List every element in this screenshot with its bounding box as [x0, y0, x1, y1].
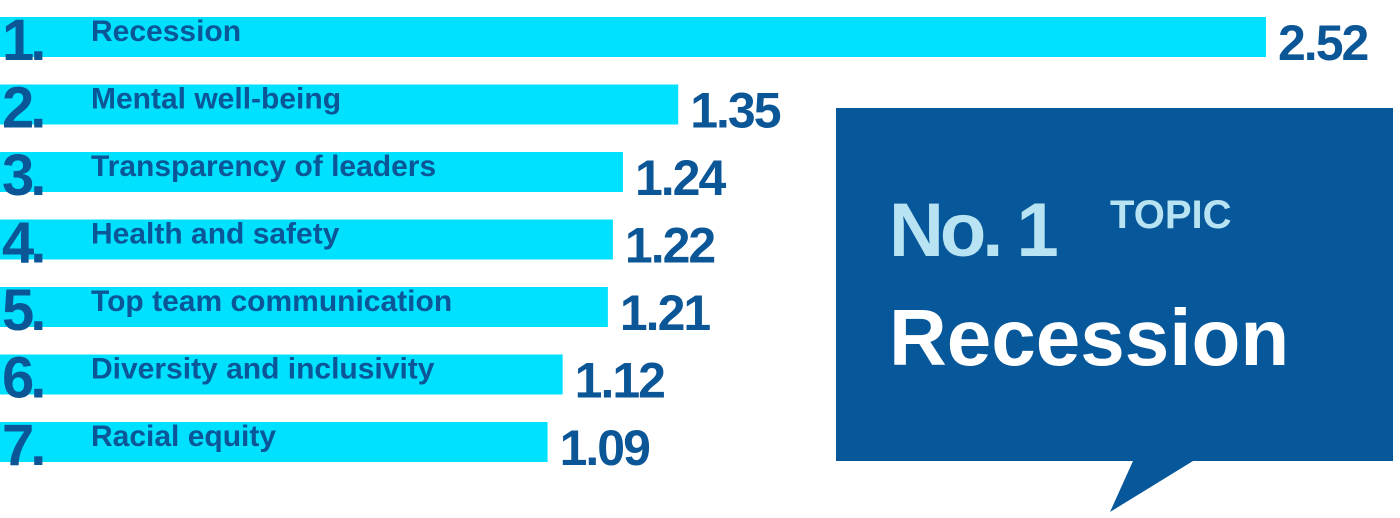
- bar: [0, 354, 563, 395]
- bar: [0, 287, 608, 327]
- callout-no-label: No. 1: [889, 188, 1058, 273]
- rank-number: 3.: [2, 143, 43, 208]
- category-label: Health and safety: [91, 218, 340, 251]
- bar-row: 5. Top team communication 1.21: [0, 278, 712, 343]
- value-label: 1.21: [620, 285, 711, 341]
- category-label: Racial equity: [91, 420, 276, 453]
- bar: [0, 84, 679, 125]
- category-label: Top team communication: [91, 285, 452, 318]
- bar: [0, 17, 1266, 57]
- rank-number: 1.: [2, 8, 43, 73]
- rank-number: 7.: [2, 413, 43, 478]
- value-label: 2.52: [1278, 15, 1368, 71]
- bar-row: 4. Health and safety 1.22: [0, 211, 716, 276]
- callout-topic-label: TOPIC: [1110, 193, 1232, 237]
- category-label: Transparency of leaders: [91, 150, 436, 183]
- rank-number: 4.: [2, 211, 43, 276]
- category-label: Diversity and inclusivity: [91, 353, 435, 386]
- bar-row: 1. Recession 2.52: [0, 8, 1370, 73]
- callout-topic-value: Recession: [889, 293, 1289, 382]
- rank-number: 6.: [2, 346, 43, 411]
- bar-row: 6. Diversity and inclusivity 1.12: [0, 346, 666, 411]
- rank-number: 5.: [2, 278, 43, 343]
- value-label: 1.12: [575, 353, 665, 409]
- top-topic-callout: No. 1 TOPIC Recession: [836, 108, 1393, 512]
- bar: [0, 219, 613, 260]
- bar: [0, 422, 548, 462]
- value-label: 1.22: [625, 218, 715, 274]
- bar: [0, 152, 623, 192]
- callout-bubble: [836, 108, 1393, 512]
- value-label: 1.35: [690, 83, 781, 139]
- value-label: 1.09: [560, 420, 650, 476]
- category-label: Mental well-being: [91, 83, 341, 116]
- bar-row: 3. Transparency of leaders 1.24: [0, 143, 728, 208]
- bar-row: 7. Racial equity 1.09: [0, 413, 651, 478]
- bar-row: 2. Mental well-being 1.35: [0, 76, 783, 141]
- bars-layer: 1. Recession 2.522. Mental well-being 1.353.…: [0, 8, 1370, 478]
- rank-number: 2.: [2, 76, 43, 141]
- category-label: Recession: [91, 15, 241, 48]
- value-label: 1.24: [635, 150, 727, 206]
